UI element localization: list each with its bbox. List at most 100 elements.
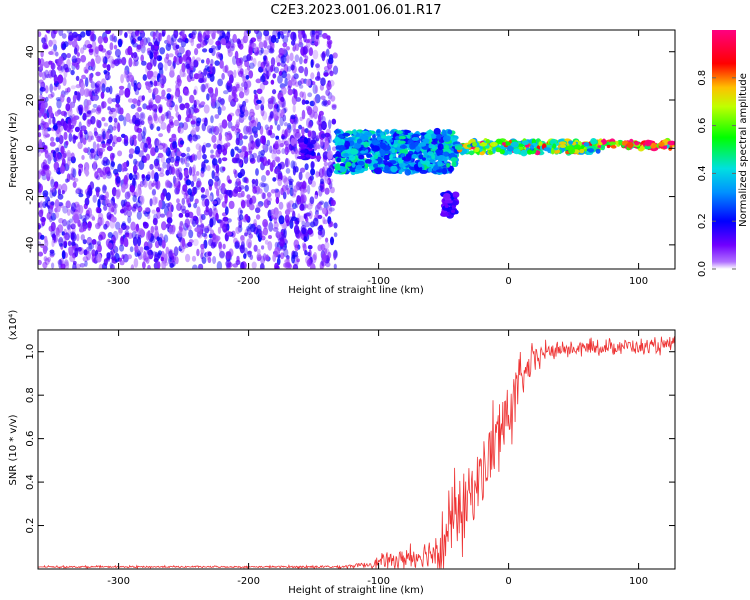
- heatmap-cell: [277, 74, 283, 84]
- heatmap-cell: [178, 212, 184, 218]
- heatmap-cell: [101, 143, 107, 149]
- heatmap-cell: [58, 68, 64, 74]
- heatmap-cell: [227, 70, 234, 78]
- heatmap-cell: [281, 184, 287, 193]
- heatmap-cell: [53, 74, 58, 85]
- heatmap-cell: [452, 191, 460, 198]
- heatmap-cell: [568, 147, 575, 155]
- heatmap-cell: [269, 145, 273, 154]
- heatmap-cell: [385, 149, 391, 154]
- heatmap-cell: [48, 39, 53, 47]
- heatmap-cell: [262, 192, 267, 200]
- heatmap-cell: [118, 30, 123, 36]
- heatmap-cell: [133, 158, 138, 166]
- heatmap-cell: [294, 54, 300, 63]
- heatmap-cell: [399, 149, 408, 154]
- heatmap-cell: [137, 234, 142, 240]
- heatmap-cell: [403, 156, 411, 162]
- heatmap-cell: [100, 217, 105, 226]
- y-tick-label: 0.6: [25, 431, 36, 447]
- heatmap-cell: [272, 30, 278, 39]
- heatmap-cell: [151, 209, 156, 214]
- heatmap-cell: [80, 54, 87, 63]
- heatmap-cell: [178, 46, 185, 55]
- heatmap-cell: [312, 217, 319, 227]
- heatmap-cell: [88, 73, 93, 81]
- heatmap-cell: [57, 193, 64, 200]
- heatmap-cell: [157, 250, 162, 256]
- heatmap-cell: [111, 256, 117, 261]
- heatmap-cell: [418, 142, 427, 147]
- heatmap-cell: [72, 168, 77, 178]
- heatmap-cell: [224, 194, 228, 204]
- heatmap-cell: [249, 254, 254, 260]
- heatmap-cell: [248, 46, 253, 56]
- heatmap-cell: [349, 148, 359, 155]
- heatmap-cell: [91, 239, 97, 245]
- heatmap-cell: [145, 81, 151, 91]
- heatmap-cell: [243, 81, 248, 90]
- heatmap-cell: [80, 31, 86, 38]
- heatmap-cell: [307, 130, 312, 138]
- heatmap-cell: [275, 196, 280, 205]
- heatmap-cell: [444, 204, 449, 208]
- heatmap-cell: [165, 192, 171, 201]
- heatmap-cell: [128, 148, 135, 155]
- heatmap-cell: [323, 72, 329, 77]
- heatmap-cell: [404, 169, 412, 176]
- heatmap-cell: [169, 263, 174, 268]
- heatmap-cell: [293, 128, 297, 138]
- heatmap-cell: [262, 227, 269, 236]
- heatmap-cell: [154, 40, 159, 46]
- heatmap-cell: [102, 184, 107, 194]
- heatmap-cell: [211, 32, 216, 40]
- heatmap-cell: [68, 31, 74, 42]
- heatmap-cell: [274, 140, 279, 149]
- heatmap-cell: [327, 57, 334, 65]
- heatmap-cell: [246, 194, 251, 200]
- heatmap-cell: [284, 214, 290, 224]
- heatmap-cell: [50, 91, 55, 98]
- heatmap-cell: [319, 200, 325, 205]
- heatmap-cell: [238, 70, 244, 78]
- heatmap-cell: [312, 84, 318, 95]
- heatmap-cell: [60, 110, 67, 116]
- heatmap-cell: [330, 237, 335, 243]
- heatmap-cell: [141, 135, 146, 144]
- heatmap-cell: [77, 131, 83, 140]
- heatmap-cell: [39, 81, 43, 87]
- heatmap-cell: [146, 174, 151, 180]
- heatmap-cell: [550, 138, 557, 146]
- heatmap-cell: [45, 169, 52, 177]
- heatmap-cell: [185, 116, 190, 123]
- heatmap-cell: [151, 188, 157, 196]
- heatmap-cell: [390, 160, 397, 165]
- heatmap-cell: [240, 235, 245, 241]
- heatmap-cell: [113, 44, 118, 50]
- heatmap-cell: [90, 135, 94, 141]
- heatmap-cell: [364, 159, 373, 164]
- heatmap-cell: [391, 147, 396, 154]
- heatmap-cell: [66, 53, 71, 59]
- heatmap-cell: [595, 148, 601, 154]
- heatmap-cell: [364, 164, 369, 169]
- heatmap-cell: [237, 148, 242, 153]
- heatmap-cell: [256, 35, 262, 42]
- heatmap-cell: [126, 204, 132, 211]
- heatmap-cell: [203, 159, 209, 164]
- heatmap-cell: [283, 262, 287, 268]
- heatmap-cell: [48, 118, 52, 125]
- heatmap-cell: [92, 194, 97, 203]
- heatmap-cell: [140, 120, 145, 126]
- heatmap-cell: [251, 178, 256, 185]
- heatmap-cell: [389, 139, 394, 143]
- heatmap-cell: [247, 241, 252, 249]
- heatmap-cell: [283, 248, 289, 258]
- heatmap-cell: [173, 119, 180, 127]
- heatmap-cell: [38, 70, 43, 78]
- heatmap-cell: [71, 232, 77, 242]
- heatmap-cell: [208, 178, 214, 187]
- heatmap-cell: [102, 130, 106, 140]
- heatmap-cell: [302, 91, 307, 102]
- heatmap-cell: [426, 163, 435, 168]
